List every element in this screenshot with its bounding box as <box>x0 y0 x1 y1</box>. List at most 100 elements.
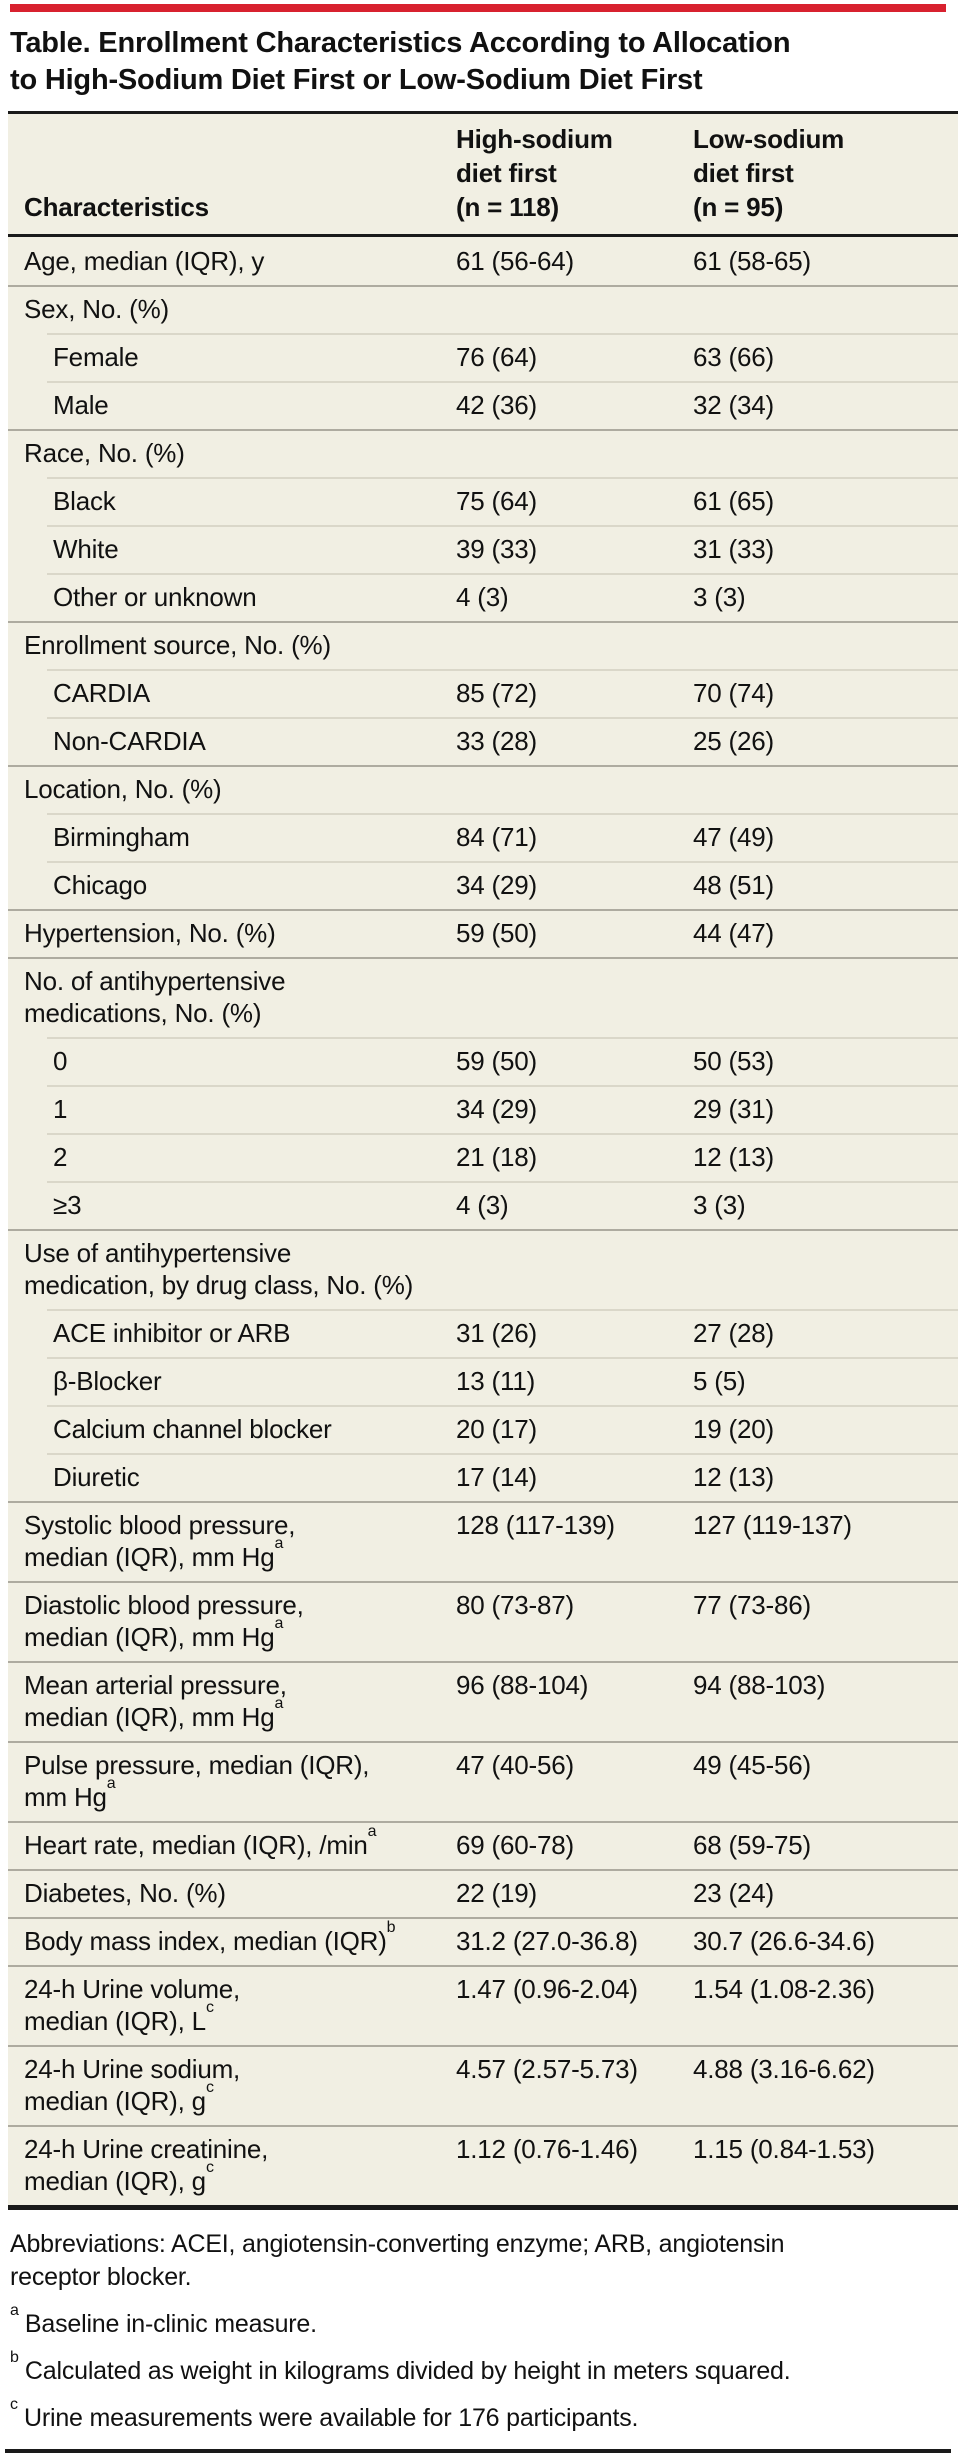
row-label: ≥3 <box>8 1189 456 1221</box>
high-sodium-value <box>456 965 693 1029</box>
row-label: 24-h Urine creatinine, median (IQR), gc <box>8 2133 456 2197</box>
row-label: Mean arterial pressure, median (IQR), mm … <box>8 1669 456 1733</box>
high-sodium-value: 75 (64) <box>456 486 537 516</box>
footnote-marker: a <box>274 1615 284 1633</box>
high-sodium-value: 4.57 (2.57-5.73) <box>456 2054 638 2084</box>
row-label-line: Other or unknown <box>53 582 257 612</box>
high-sodium-value: 1.47 (0.96-2.04) <box>456 1974 638 2004</box>
table-row: Birmingham 84 (71) 47 (49) <box>8 813 958 861</box>
row-label: Location, No. (%) <box>8 773 456 805</box>
row-divider <box>47 333 958 335</box>
table-row: No. of antihypertensive medications, No. … <box>8 957 958 1037</box>
high-sodium-value: 128 (117-139) <box>456 1510 615 1540</box>
row-divider <box>8 1661 958 1663</box>
row-label-line: median (IQR), mm Hga <box>24 1615 284 1652</box>
row-label-line: 2 <box>53 1142 68 1172</box>
row-label: Birmingham <box>8 821 456 853</box>
row-label: Black <box>8 485 456 517</box>
table-row: Age, median (IQR), y 61 (56-64) 61 (58-65) <box>8 237 958 285</box>
row-label-line: Location, No. (%) <box>24 774 222 804</box>
high-sodium-value: 34 (29) <box>456 1094 537 1124</box>
table-body: Age, median (IQR), y 61 (56-64) 61 (58-65)… <box>8 237 958 2205</box>
table-row: 24-h Urine sodium, median (IQR), gc 4.57 (… <box>8 2045 958 2125</box>
table-row: Location, No. (%) <box>8 765 958 813</box>
row-divider <box>47 861 958 863</box>
bottom-rule <box>5 2449 951 2453</box>
row-divider <box>8 429 958 431</box>
table-row: Use of antihypertensive medication, by dr… <box>8 1229 958 1309</box>
high-sodium-value <box>456 773 693 805</box>
row-divider <box>47 1181 958 1183</box>
row-label-line: Diabetes, No. (%) <box>24 1878 226 1908</box>
row-label: Heart rate, median (IQR), /mina <box>8 1824 456 1861</box>
high-sodium-value: 84 (71) <box>456 822 537 852</box>
table-row: Other or unknown 4 (3) 3 (3) <box>8 573 958 621</box>
row-label-line: median (IQR), mm Hga <box>24 1535 284 1572</box>
row-label-line: median (IQR), mm Hga <box>24 1695 284 1732</box>
row-label-line: Hypertension, No. (%) <box>24 918 276 948</box>
low-sodium-value: 68 (59-75) <box>693 1830 811 1860</box>
row-label: Pulse pressure, median (IQR), mm Hga <box>8 1749 456 1813</box>
row-divider <box>8 621 958 623</box>
table-row: Body mass index, median (IQR)b 31.2 (27.0… <box>8 1917 958 1965</box>
row-divider <box>47 1085 958 1087</box>
row-divider <box>8 2125 958 2127</box>
high-sodium-value: 59 (50) <box>456 1046 537 1076</box>
abbreviations-line: Abbreviations: ACEI, angiotensin-convert… <box>10 2230 785 2258</box>
row-divider <box>47 1309 958 1311</box>
row-label-line: Male <box>53 390 109 420</box>
high-sodium-value: 31 (26) <box>456 1318 537 1348</box>
row-divider <box>47 381 958 383</box>
abbreviations-line: receptor blocker. <box>10 2263 192 2291</box>
high-sodium-value: 39 (33) <box>456 534 537 564</box>
low-sodium-value: 77 (73-86) <box>693 1590 811 1620</box>
row-divider <box>8 909 958 911</box>
table-row: Non-CARDIA 33 (28) 25 (26) <box>8 717 958 765</box>
footnote-marker: c <box>205 1999 214 2017</box>
column-header-line: High-sodium <box>456 124 613 154</box>
row-label-line: Enrollment source, No. (%) <box>24 630 331 660</box>
row-label-line: Chicago <box>53 870 147 900</box>
table-row: 1 34 (29) 29 (31) <box>8 1085 958 1133</box>
row-divider <box>8 1741 958 1743</box>
table-row: 24-h Urine volume, median (IQR), Lc 1.47 (… <box>8 1965 958 2045</box>
high-sodium-value: 31.2 (27.0-36.8) <box>456 1926 638 1956</box>
high-sodium-value: 47 (40-56) <box>456 1750 574 1780</box>
row-label-line: Body mass index, median (IQR)b <box>24 1919 396 1956</box>
table-title-line1: Table. Enrollment Characteristics Accord… <box>10 27 791 59</box>
high-sodium-value: 4 (3) <box>456 582 509 612</box>
low-sodium-value: 44 (47) <box>693 918 774 948</box>
column-header-high-sodium: High-sodium diet first (n = 118) <box>456 122 693 224</box>
table-row: Male 42 (36) 32 (34) <box>8 381 958 429</box>
high-sodium-value: 21 (18) <box>456 1142 537 1172</box>
row-label-line: Pulse pressure, median (IQR), <box>24 1750 370 1780</box>
high-sodium-value <box>456 629 693 661</box>
low-sodium-value: 29 (31) <box>693 1094 774 1124</box>
row-label: CARDIA <box>8 677 456 709</box>
accent-bar <box>10 4 946 12</box>
footnote-c: c Urine measurements were available for 1… <box>10 2396 953 2435</box>
high-sodium-value: 69 (60-78) <box>456 1830 574 1860</box>
low-sodium-value: 12 (13) <box>693 1142 774 1172</box>
footnote-b: b Calculated as weight in kilograms divid… <box>10 2349 953 2388</box>
row-label-line: median (IQR), gc <box>24 2079 214 2116</box>
low-sodium-value <box>693 773 958 805</box>
table-row: Diuretic 17 (14) 12 (13) <box>8 1453 958 1501</box>
column-header-line: diet first <box>693 158 794 188</box>
row-divider <box>47 1405 958 1407</box>
enrollment-characteristics-table: Characteristics High-sodium diet first (… <box>8 111 958 2210</box>
row-label: Age, median (IQR), y <box>8 245 456 277</box>
row-label: Diabetes, No. (%) <box>8 1877 456 1909</box>
row-label: Chicago <box>8 869 456 901</box>
table-row: Black 75 (64) 61 (65) <box>8 477 958 525</box>
low-sodium-value: 27 (28) <box>693 1318 774 1348</box>
low-sodium-value: 5 (5) <box>693 1366 746 1396</box>
row-label-line: Black <box>53 486 116 516</box>
row-label-line: Female <box>53 342 139 372</box>
low-sodium-value: 70 (74) <box>693 678 774 708</box>
row-label: Systolic blood pressure, median (IQR), mm… <box>8 1509 456 1573</box>
table-row: Calcium channel blocker 20 (17) 19 (20) <box>8 1405 958 1453</box>
row-label-line: White <box>53 534 119 564</box>
row-divider <box>8 1965 958 1967</box>
